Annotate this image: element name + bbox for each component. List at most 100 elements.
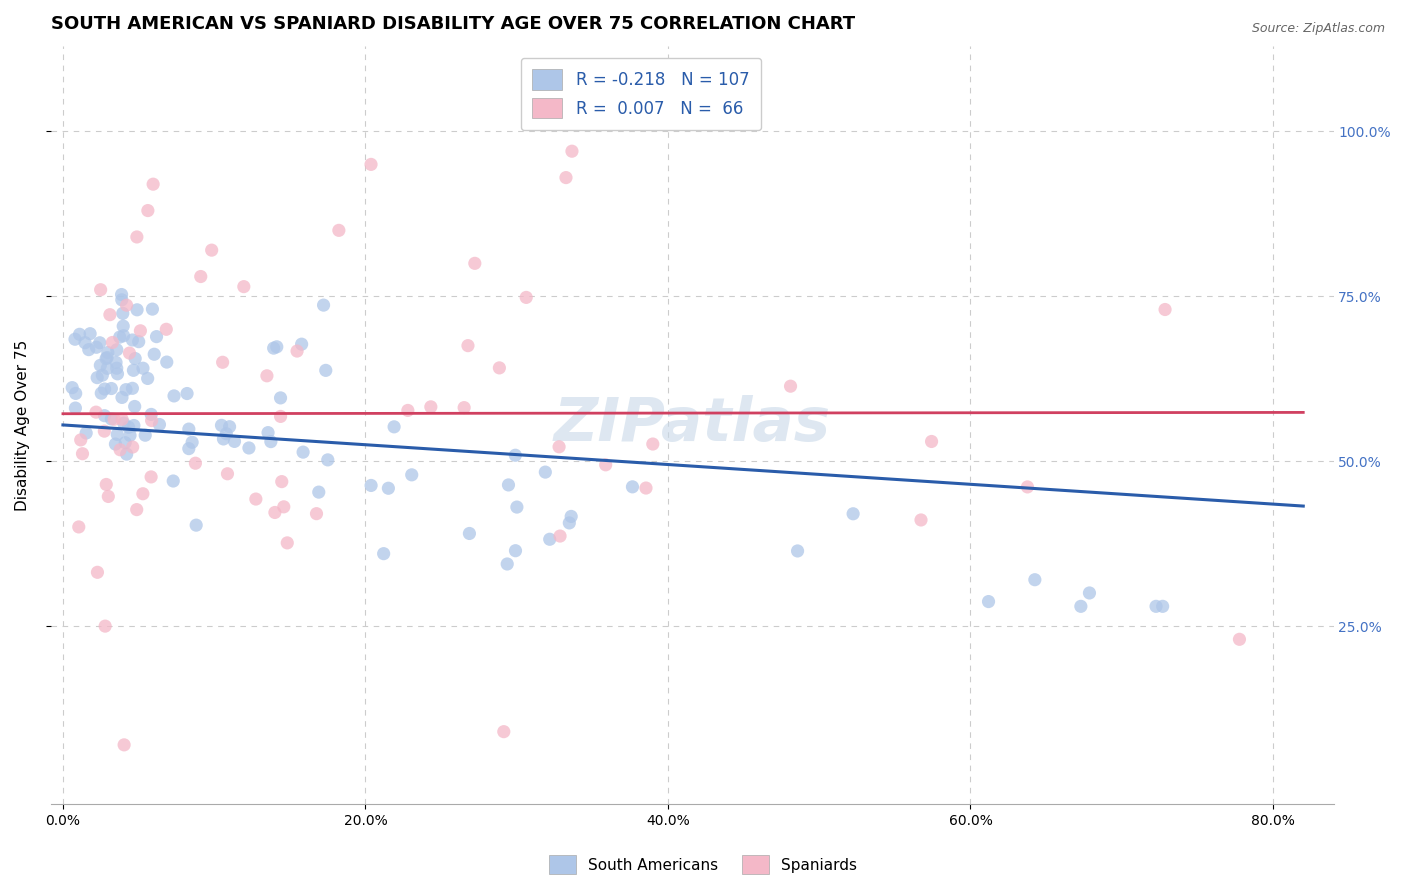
Point [142, 177, 165, 191]
Point [121, 381, 143, 395]
Point [1078, 586, 1101, 600]
Point [506, 500, 529, 514]
Point [105, 355, 128, 369]
Point [211, 418, 233, 433]
Point [63, 332, 86, 346]
Point [94, 351, 117, 366]
Point [308, 485, 330, 500]
Point [496, 557, 519, 571]
Point [457, 338, 479, 352]
Point [93, 424, 115, 438]
Y-axis label: Disability Age Over 75: Disability Age Over 75 [15, 339, 30, 510]
Point [84, 405, 107, 419]
Point [634, 481, 657, 495]
Point [112, 416, 135, 430]
Point [141, 413, 163, 427]
Text: Source: ZipAtlas.com: Source: ZipAtlas.com [1251, 22, 1385, 36]
Point [1070, 599, 1092, 614]
Point [977, 594, 1000, 608]
Point [548, 440, 571, 454]
Point [558, 516, 581, 530]
Point [143, 347, 166, 361]
Point [270, 475, 292, 489]
Point [129, 324, 152, 338]
Point [121, 440, 143, 454]
Point [515, 290, 537, 304]
Point [184, 456, 207, 470]
Point [538, 533, 561, 547]
Point [453, 401, 475, 415]
Point [96, 477, 118, 491]
Point [177, 442, 200, 456]
Point [110, 287, 132, 301]
Point [104, 437, 127, 451]
Point [111, 293, 134, 307]
Point [505, 543, 527, 558]
Point [121, 333, 143, 347]
Point [124, 351, 146, 366]
Point [93, 409, 115, 423]
Point [89, 335, 111, 350]
Point [69, 433, 91, 447]
Point [396, 403, 419, 417]
Point [115, 447, 138, 461]
Point [401, 467, 423, 482]
Point [156, 355, 179, 369]
Point [786, 544, 808, 558]
Point [112, 328, 135, 343]
Point [136, 371, 159, 385]
Point [90, 386, 112, 401]
Point [132, 361, 155, 376]
Point [264, 506, 287, 520]
Point [86, 566, 108, 580]
Point [181, 435, 204, 450]
Point [125, 230, 148, 244]
Legend: South Americans, Spaniards: South Americans, Spaniards [543, 849, 863, 880]
Point [97, 490, 120, 504]
Point [163, 389, 186, 403]
Point [97, 345, 120, 359]
Point [215, 426, 238, 441]
Point [212, 432, 235, 446]
Point [141, 302, 163, 317]
Point [162, 474, 184, 488]
Point [1152, 599, 1174, 614]
Point [148, 417, 170, 432]
Point [125, 502, 148, 516]
Point [100, 412, 122, 426]
Point [108, 442, 131, 457]
Point [122, 418, 145, 433]
Point [263, 341, 285, 355]
Point [201, 243, 224, 257]
Point [292, 445, 315, 459]
Point [77, 343, 100, 357]
Point [1024, 573, 1046, 587]
Point [73, 335, 96, 350]
Point [910, 513, 932, 527]
Point [291, 337, 314, 351]
Point [111, 391, 134, 405]
Point [315, 363, 337, 377]
Point [93, 382, 115, 396]
Point [1144, 599, 1167, 614]
Point [505, 448, 527, 462]
Point [86, 370, 108, 384]
Point [101, 335, 124, 350]
Point [134, 428, 156, 442]
Point [464, 256, 486, 270]
Point [141, 408, 163, 422]
Point [90, 283, 112, 297]
Point [218, 419, 240, 434]
Point [190, 269, 212, 284]
Point [548, 529, 571, 543]
Point [217, 467, 239, 481]
Point [534, 465, 557, 479]
Point [285, 344, 308, 359]
Point [260, 434, 283, 449]
Point [211, 355, 233, 369]
Point [492, 724, 515, 739]
Point [498, 478, 520, 492]
Point [117, 420, 139, 434]
Point [842, 507, 865, 521]
Point [96, 361, 118, 376]
